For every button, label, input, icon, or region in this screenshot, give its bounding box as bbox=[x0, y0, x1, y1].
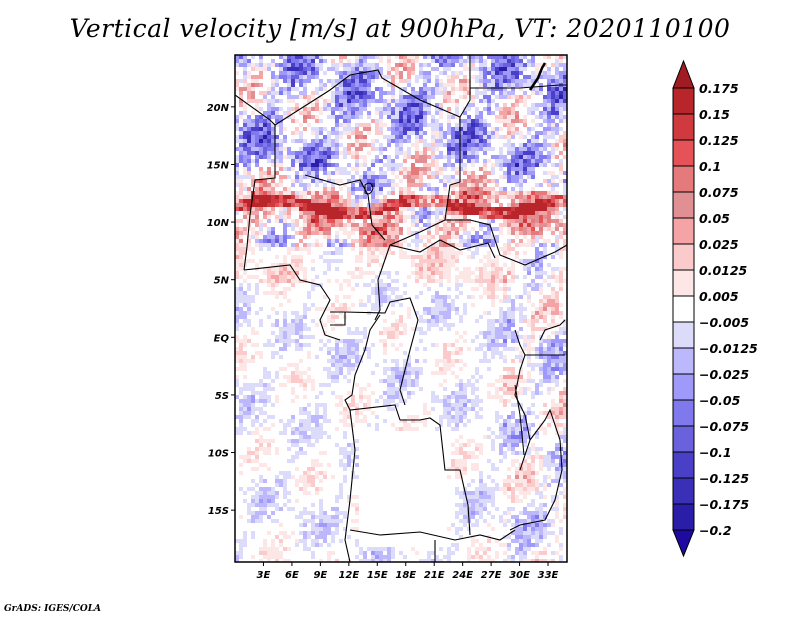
colorbar-swatch bbox=[672, 477, 695, 505]
colorbar: 0.175 0.15 0.125 0.1 0.075 0.05 0.025 0.0125 0.0… bbox=[672, 59, 758, 558]
border-line bbox=[459, 55, 471, 118]
border-line bbox=[470, 84, 567, 89]
border-line bbox=[304, 174, 386, 241]
x-tick-label: 21E bbox=[424, 570, 445, 581]
x-tick-label: 3E bbox=[257, 570, 271, 581]
border-line bbox=[400, 417, 471, 536]
y-tick-label: 5S bbox=[215, 391, 229, 402]
colorbar-swatch bbox=[672, 87, 695, 115]
colorbar-swatch bbox=[672, 269, 695, 297]
colorbar-swatch bbox=[672, 165, 695, 193]
colorbar-label: 0.075 bbox=[699, 185, 739, 200]
colorbar-swatch bbox=[672, 321, 695, 349]
colorbar-swatch bbox=[672, 295, 695, 323]
border-line bbox=[235, 94, 276, 126]
border-line bbox=[274, 69, 461, 321]
colorbar-label: −0.025 bbox=[699, 367, 749, 382]
colorbar-label: 0.15 bbox=[699, 107, 730, 122]
lake-tanganyika-outline bbox=[514, 384, 525, 456]
x-tick-label: 6E bbox=[285, 570, 299, 581]
grads-credit: GrADS: IGES/COLA bbox=[4, 604, 102, 614]
border-line bbox=[349, 529, 516, 541]
border-line bbox=[243, 264, 341, 341]
border-line bbox=[399, 319, 419, 406]
colorbar-swatch bbox=[672, 451, 695, 479]
border-line bbox=[330, 311, 346, 326]
country-borders bbox=[235, 55, 567, 562]
border-line bbox=[509, 408, 563, 531]
colorbar-label: −0.1 bbox=[699, 445, 732, 460]
border-line bbox=[389, 239, 496, 259]
x-tick-label: 15E bbox=[367, 570, 388, 581]
colorbar-label: 0.025 bbox=[699, 237, 739, 252]
border-line bbox=[344, 297, 419, 321]
colorbar-label: −0.0125 bbox=[699, 341, 758, 356]
border-line bbox=[344, 314, 401, 421]
colorbar-swatch bbox=[672, 399, 695, 427]
colorbar-swatch bbox=[672, 347, 695, 375]
x-tick-label: 30E bbox=[509, 570, 530, 581]
colorbar-label: 0.05 bbox=[699, 211, 730, 226]
x-axis: 3E 6E 9E 12E 15E 18E 21E 24E 27E 30E 33E bbox=[257, 562, 559, 581]
colorbar-label: −0.175 bbox=[699, 497, 749, 512]
colorbar-swatch bbox=[672, 217, 695, 245]
colorbar-swatch bbox=[672, 425, 695, 453]
x-tick-label: 12E bbox=[338, 570, 359, 581]
border-line bbox=[539, 319, 566, 341]
x-tick-label: 33E bbox=[538, 570, 559, 581]
y-tick-label: 15S bbox=[208, 506, 229, 517]
colorbar-label: −0.075 bbox=[699, 419, 749, 434]
x-tick-label: 24E bbox=[452, 570, 473, 581]
y-tick-label: 5N bbox=[214, 276, 230, 287]
y-tick-label: EQ bbox=[214, 333, 230, 344]
y-tick-label: 10N bbox=[207, 218, 230, 229]
border-line bbox=[445, 219, 567, 266]
chart-title: Vertical velocity [m/s] at 900hPa, VT: 2… bbox=[69, 14, 731, 43]
border-line bbox=[243, 125, 276, 271]
colorbar-label: 0.175 bbox=[699, 81, 739, 96]
colorbar-label: −0.005 bbox=[699, 315, 749, 330]
x-tick-label: 27E bbox=[481, 570, 502, 581]
y-axis: 20N 15N 10N 5N EQ 5S 10S 15S bbox=[207, 103, 235, 517]
map-frame bbox=[234, 54, 568, 563]
colorbar-label: −0.2 bbox=[699, 523, 732, 538]
colorbar-label: −0.125 bbox=[699, 471, 749, 486]
colorbar-label: 0.0125 bbox=[699, 263, 748, 278]
colorbar-swatch bbox=[672, 373, 695, 401]
x-tick-label: 18E bbox=[395, 570, 416, 581]
lake-outline bbox=[364, 182, 374, 195]
vertical-velocity-field bbox=[235, 55, 567, 562]
colorbar-swatch bbox=[672, 243, 695, 271]
colorbar-label: 0.1 bbox=[699, 159, 721, 174]
colorbar-label: 0.125 bbox=[699, 133, 739, 148]
y-tick-label: 15N bbox=[207, 160, 230, 171]
colorbar-bottom-arrow bbox=[672, 529, 695, 558]
y-tick-label: 20N bbox=[207, 103, 230, 114]
colorbar-label: −0.05 bbox=[699, 393, 741, 408]
colorbar-label: 0.005 bbox=[699, 289, 739, 304]
colorbar-swatch bbox=[672, 191, 695, 219]
x-tick-label: 9E bbox=[313, 570, 327, 581]
colorbar-top-arrow bbox=[672, 59, 695, 89]
nile-lake-outline bbox=[528, 62, 547, 91]
y-tick-label: 10S bbox=[208, 449, 229, 460]
border-line bbox=[344, 409, 356, 562]
border-line bbox=[514, 329, 531, 471]
colorbar-swatch bbox=[672, 113, 695, 141]
colorbar-swatch bbox=[672, 139, 695, 167]
colorbar-swatch bbox=[672, 503, 695, 531]
